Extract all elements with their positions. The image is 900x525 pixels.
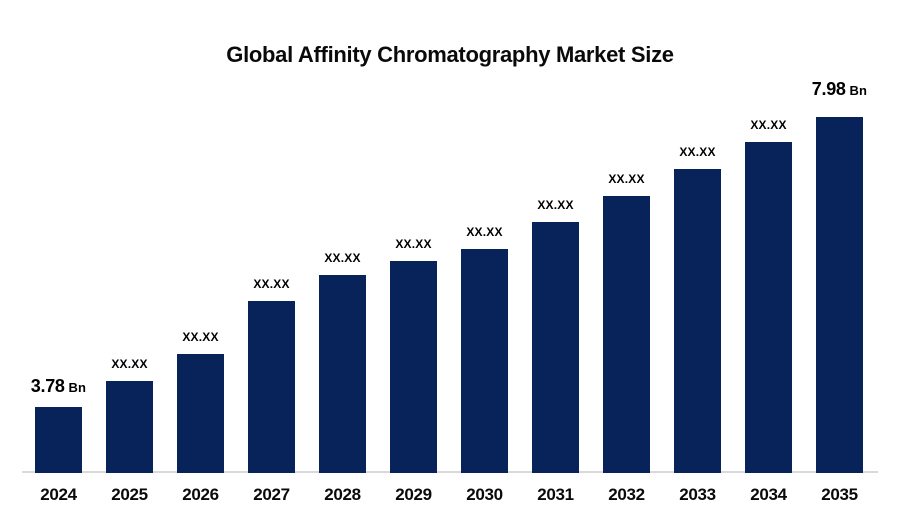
value-number: 3.78 xyxy=(30,376,65,397)
bar-value-label-2033: XX.XX xyxy=(679,144,716,159)
bar-2030 xyxy=(461,249,508,473)
x-axis-label-2027: 2027 xyxy=(253,485,290,504)
bar-2028 xyxy=(319,275,366,473)
bar-value-label-2027: XX.XX xyxy=(253,276,290,291)
x-axis-label-2035: 2035 xyxy=(821,485,858,504)
x-axis-label-2028: 2028 xyxy=(324,485,361,504)
chart-title: Global Affinity Chromatography Market Si… xyxy=(226,42,674,67)
bar-value-label-2029: XX.XX xyxy=(395,236,432,251)
x-axis-label-2026: 2026 xyxy=(182,485,219,504)
x-axis-label-2024: 2024 xyxy=(40,485,77,504)
bar-value-label-2032: XX.XX xyxy=(608,171,645,186)
bar-2025 xyxy=(106,381,153,473)
bar-value-label-2035: 7.98 Bn xyxy=(780,79,900,100)
bar-2027 xyxy=(248,301,295,473)
bar-2033 xyxy=(674,169,721,473)
bar-value-label-2028: XX.XX xyxy=(324,250,361,265)
x-axis-label-2031: 2031 xyxy=(537,485,574,504)
value-unit: Bn xyxy=(845,83,868,99)
bar-2032 xyxy=(603,196,650,473)
bar-2029 xyxy=(390,261,437,473)
bar-value-label-2030: XX.XX xyxy=(466,224,503,239)
bar-value-label-2026: XX.XX xyxy=(182,329,219,344)
x-axis-label-2033: 2033 xyxy=(679,485,716,504)
x-axis-label-2025: 2025 xyxy=(111,485,148,504)
bar-2034 xyxy=(745,142,792,473)
bar-value-label-2034: XX.XX xyxy=(750,117,787,132)
x-axis-label-2034: 2034 xyxy=(750,485,787,504)
value-number: 7.98 xyxy=(811,79,846,100)
x-axis-label-2030: 2030 xyxy=(466,485,503,504)
bar-2024 xyxy=(35,407,82,473)
x-axis-label-2032: 2032 xyxy=(608,485,645,504)
bar-value-label-2024: 3.78 Bn xyxy=(0,376,119,397)
x-axis-label-2029: 2029 xyxy=(395,485,432,504)
bar-2031 xyxy=(532,222,579,473)
value-unit: Bn xyxy=(64,380,87,396)
bar-value-label-2025: XX.XX xyxy=(111,356,148,371)
bar-2026 xyxy=(177,354,224,473)
bar-value-label-2031: XX.XX xyxy=(537,197,574,212)
x-axis-line xyxy=(22,471,878,473)
bar-2035 xyxy=(816,117,863,473)
